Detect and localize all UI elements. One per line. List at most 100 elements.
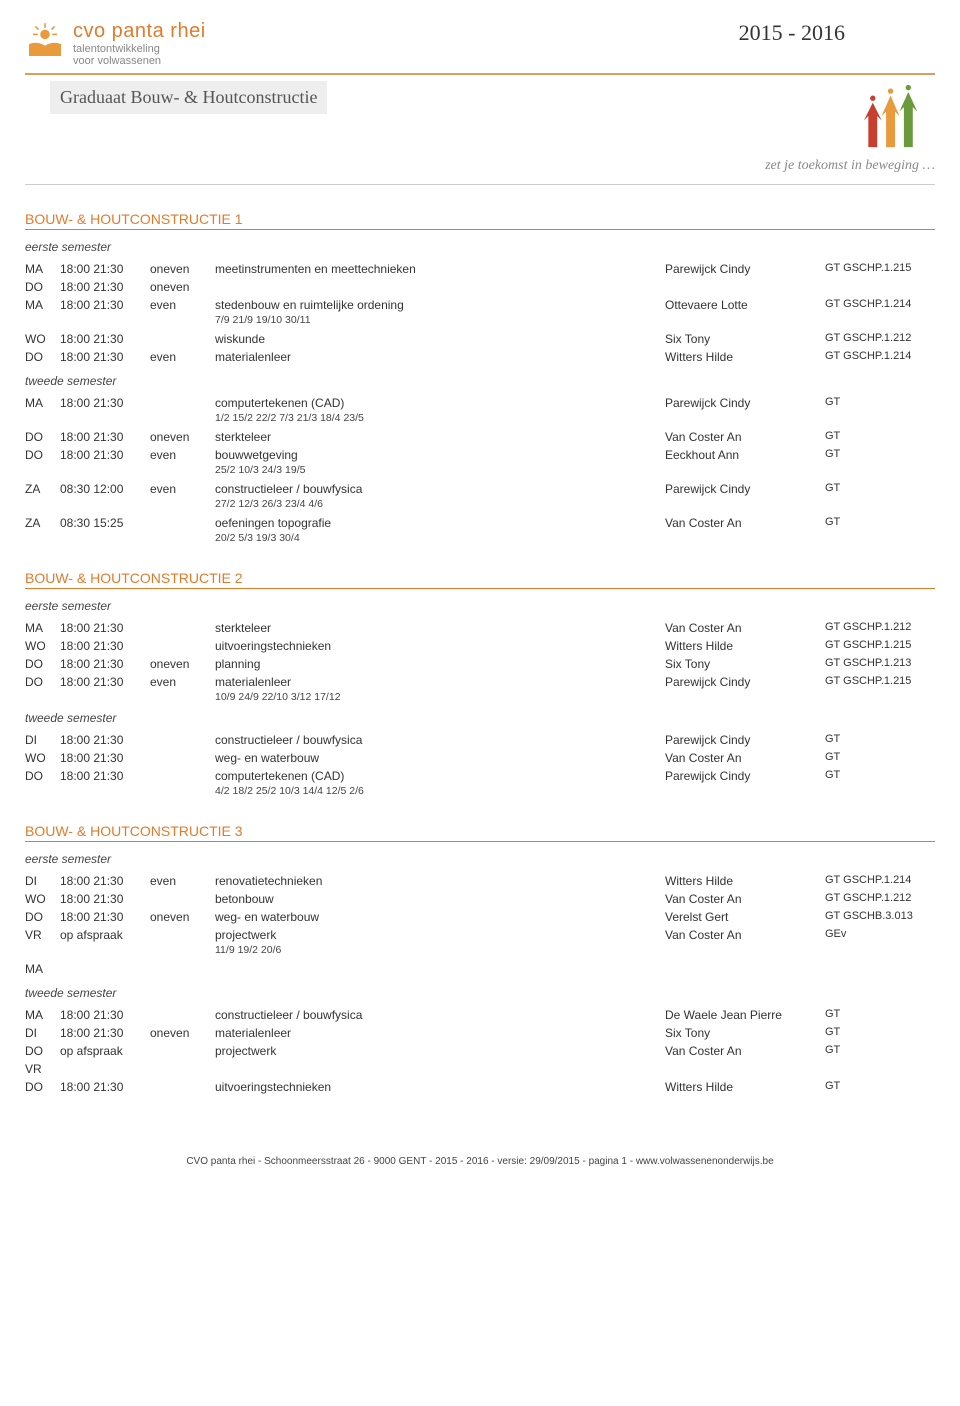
schedule-row: WO18:00 21:30wiskundeSix TonyGT GSCHP.1.… xyxy=(25,330,935,348)
parity-cell: even xyxy=(150,480,215,498)
subject-cell: stedenbouw en ruimtelijke ordening xyxy=(215,296,665,314)
code-cell: GT xyxy=(825,731,935,748)
day-cell: DO xyxy=(25,767,60,785)
code-cell: GT GSCHP.1.213 xyxy=(825,655,935,672)
code-cell: GT xyxy=(825,1042,935,1059)
time-cell: 18:00 21:30 xyxy=(60,428,150,446)
parity-cell: oneven xyxy=(150,428,215,446)
schedule-row: DI18:00 21:30evenrenovatietechniekenWitt… xyxy=(25,872,935,890)
teacher-cell: Parewijck Cindy xyxy=(665,394,825,412)
code-cell: GT xyxy=(825,1024,935,1041)
parity-cell: even xyxy=(150,446,215,464)
slogan-divider xyxy=(25,184,935,185)
section-underline xyxy=(25,588,935,589)
time-cell: 18:00 21:30 xyxy=(60,619,150,637)
code-cell: GT xyxy=(825,428,935,445)
day-cell: DI xyxy=(25,731,60,749)
parity-cell: oneven xyxy=(150,1024,215,1042)
schedule-row: MA18:00 21:30sterkteleerVan Coster AnGT … xyxy=(25,619,935,637)
subject-cell: betonbouw xyxy=(215,890,665,908)
code-cell: GEv xyxy=(825,926,935,943)
dates-cell: 1/2 15/2 22/2 7/3 21/3 18/4 23/5 xyxy=(215,412,935,424)
teacher-cell: Eeckhout Ann xyxy=(665,446,825,464)
teacher-cell: Witters Hilde xyxy=(665,637,825,655)
day-cell: MA xyxy=(25,960,60,978)
schedule-row: DI18:00 21:30onevenmaterialenleerSix Ton… xyxy=(25,1024,935,1042)
code-cell: GT GSCHP.1.214 xyxy=(825,872,935,889)
subject-cell: projectwerk xyxy=(215,926,665,944)
day-cell: MA xyxy=(25,394,60,412)
day-cell: DO xyxy=(25,908,60,926)
teacher-cell: Ottevaere Lotte xyxy=(665,296,825,314)
code-cell: GT xyxy=(825,1078,935,1095)
day-cell: WO xyxy=(25,749,60,767)
time-cell: 18:00 21:30 xyxy=(60,872,150,890)
semester-label: eerste semester xyxy=(25,240,935,254)
slogan: zet je toekomst in beweging … xyxy=(765,158,935,174)
schedule-row: VRop afspraakprojectwerkVan Coster AnGEv xyxy=(25,926,935,944)
time-cell: 18:00 21:30 xyxy=(60,278,150,296)
code-cell: GT xyxy=(825,749,935,766)
time-cell: 18:00 21:30 xyxy=(60,1078,150,1096)
section-underline xyxy=(25,229,935,230)
brand-tagline-2: voor volwassenen xyxy=(73,55,206,67)
people-arrows-icon xyxy=(855,81,935,154)
brand-name: cvo panta rhei xyxy=(73,20,206,43)
day-cell: DO xyxy=(25,348,60,366)
code-cell: GT GSCHP.1.214 xyxy=(825,296,935,313)
day-cell: VR xyxy=(25,1060,60,1078)
day-cell: ZA xyxy=(25,480,60,498)
day-cell: ZA xyxy=(25,514,60,532)
slogan-row: zet je toekomst in beweging … xyxy=(25,158,935,174)
day-cell: DO xyxy=(25,1042,60,1060)
subject-cell: meetinstrumenten en meettechnieken xyxy=(215,260,665,278)
subject-cell: constructieleer / bouwfysica xyxy=(215,1006,665,1024)
schedule-row: DO18:00 21:30evenbouwwetgevingEeckhout A… xyxy=(25,446,935,464)
header-divider xyxy=(25,73,935,75)
subject-cell: weg- en waterbouw xyxy=(215,749,665,767)
teacher-cell: Parewijck Cindy xyxy=(665,260,825,278)
time-cell: 08:30 12:00 xyxy=(60,480,150,498)
day-cell: VR xyxy=(25,926,60,944)
parity-cell: oneven xyxy=(150,278,215,296)
dates-cell: 27/2 12/3 26/3 23/4 4/6 xyxy=(215,498,935,510)
day-cell: DO xyxy=(25,446,60,464)
schedule-row: DO18:00 21:30onevenweg- en waterbouwVere… xyxy=(25,908,935,926)
semester-label: eerste semester xyxy=(25,852,935,866)
schedule-row: MA18:00 21:30computertekenen (CAD)Parewi… xyxy=(25,394,935,412)
time-cell: 18:00 21:30 xyxy=(60,655,150,673)
dates-cell: 4/2 18/2 25/2 10/3 14/4 12/5 2/6 xyxy=(215,785,935,797)
day-cell: MA xyxy=(25,619,60,637)
section-underline xyxy=(25,841,935,842)
section-title: BOUW- & HOUTCONSTRUCTIE 2 xyxy=(25,570,935,586)
day-cell: WO xyxy=(25,330,60,348)
code-cell: GT GSCHP.1.214 xyxy=(825,348,935,365)
time-cell: 18:00 21:30 xyxy=(60,731,150,749)
subject-cell: uitvoeringstechnieken xyxy=(215,1078,665,1096)
code-cell: GT GSCHP.1.212 xyxy=(825,330,935,347)
schedule-row: WO18:00 21:30betonbouwVan Coster AnGT GS… xyxy=(25,890,935,908)
schedule-row: ZA08:30 15:25oefeningen topografieVan Co… xyxy=(25,514,935,532)
parity-cell: oneven xyxy=(150,655,215,673)
schedule-row: ZA08:30 12:00evenconstructieleer / bouwf… xyxy=(25,480,935,498)
code-cell: GT xyxy=(825,767,935,784)
code-cell: GT GSCHP.1.215 xyxy=(825,260,935,277)
day-cell: MA xyxy=(25,1006,60,1024)
schedule-row: WO18:00 21:30weg- en waterbouwVan Coster… xyxy=(25,749,935,767)
time-cell: 18:00 21:30 xyxy=(60,1024,150,1042)
teacher-cell: Parewijck Cindy xyxy=(665,480,825,498)
logo-block: cvo panta rhei talentontwikkeling voor v… xyxy=(25,20,206,67)
teacher-cell: Six Tony xyxy=(665,655,825,673)
code-cell: GT xyxy=(825,480,935,497)
teacher-cell: Verelst Gert xyxy=(665,908,825,926)
schedule-row: MA18:00 21:30onevenmeetinstrumenten en m… xyxy=(25,260,935,278)
time-cell: 18:00 21:30 xyxy=(60,749,150,767)
dates-cell: 25/2 10/3 24/3 19/5 xyxy=(215,464,935,476)
teacher-cell: Van Coster An xyxy=(665,428,825,446)
code-cell: GT GSCHP.1.215 xyxy=(825,637,935,654)
schedule-row: DO18:00 21:30onevensterkteleerVan Coster… xyxy=(25,428,935,446)
section-title: BOUW- & HOUTCONSTRUCTIE 3 xyxy=(25,823,935,839)
teacher-cell: Witters Hilde xyxy=(665,348,825,366)
dates-cell: 7/9 21/9 19/10 30/11 xyxy=(215,314,935,326)
sun-hands-icon xyxy=(25,20,65,63)
